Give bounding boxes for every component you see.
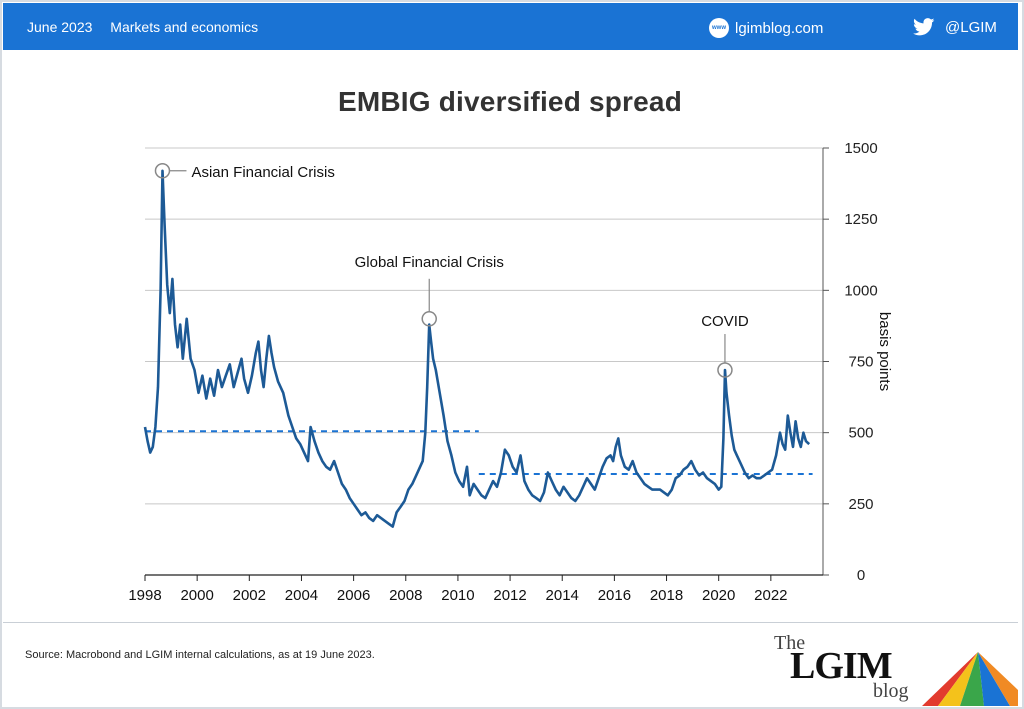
section-link[interactable]: Markets and economics: [110, 19, 259, 35]
date-label: June 2023: [27, 19, 93, 35]
footer-divider: [3, 622, 1018, 623]
x-tick-label: 2014: [546, 587, 579, 604]
x-tick-label: 1998: [128, 587, 161, 604]
y-tick-label: 1250: [844, 211, 877, 228]
logo-blog: blog: [873, 680, 909, 702]
site-link[interactable]: www lgimblog.com: [709, 18, 823, 38]
x-tick-label: 2004: [285, 587, 318, 604]
twitter-handle: @LGIM: [945, 18, 997, 36]
twitter-link[interactable]: @LGIM: [913, 18, 997, 36]
x-tick-label: 2000: [180, 587, 213, 604]
x-tick-label: 2016: [598, 587, 631, 604]
top-bar: June 2023 Markets and economics www lgim…: [3, 3, 1018, 50]
x-tick-label: 2012: [493, 587, 526, 604]
source-note: Source: Macrobond and LGIM internal calc…: [25, 649, 375, 661]
y-tick-label: 0: [857, 567, 865, 584]
logo-the: The: [774, 632, 806, 654]
logo-lgim: LGIM: [790, 645, 893, 687]
line-chart: 0 250 500 750 1000 1250 1500 1998 2000 2002 2004 20…: [128, 140, 893, 604]
y-tick-label: 750: [848, 354, 873, 371]
annotation-label: COVID: [701, 313, 749, 330]
umbrella-logo-icon: [922, 652, 1018, 706]
annotation-label: Asian Financial Crisis: [191, 164, 334, 181]
x-tick-label: 2006: [337, 587, 370, 604]
y-axis-label: basis points: [876, 312, 893, 391]
twitter-bird-icon: [913, 18, 935, 36]
chart-title: EMBIG diversified spread: [337, 86, 682, 117]
y-tick-label: 1000: [844, 282, 877, 299]
y-tick-label: 250: [848, 496, 873, 513]
series-line: [143, 169, 811, 528]
y-tick-label: 500: [848, 425, 873, 442]
breadcrumb: June 2023 Markets and economics: [27, 19, 272, 35]
y-tick-label: 1500: [844, 140, 877, 157]
x-tick-label: 2022: [754, 587, 787, 604]
x-tick-label: 2002: [233, 587, 266, 604]
x-tick-label: 2010: [441, 587, 474, 604]
x-tick-label: 2008: [389, 587, 422, 604]
x-tick-label: 2018: [650, 587, 683, 604]
annotation-label: Global Financial Crisis: [355, 254, 504, 271]
x-tick-label: 2020: [702, 587, 735, 604]
site-label: lgimblog.com: [735, 19, 824, 37]
www-globe-icon: www: [709, 18, 729, 38]
